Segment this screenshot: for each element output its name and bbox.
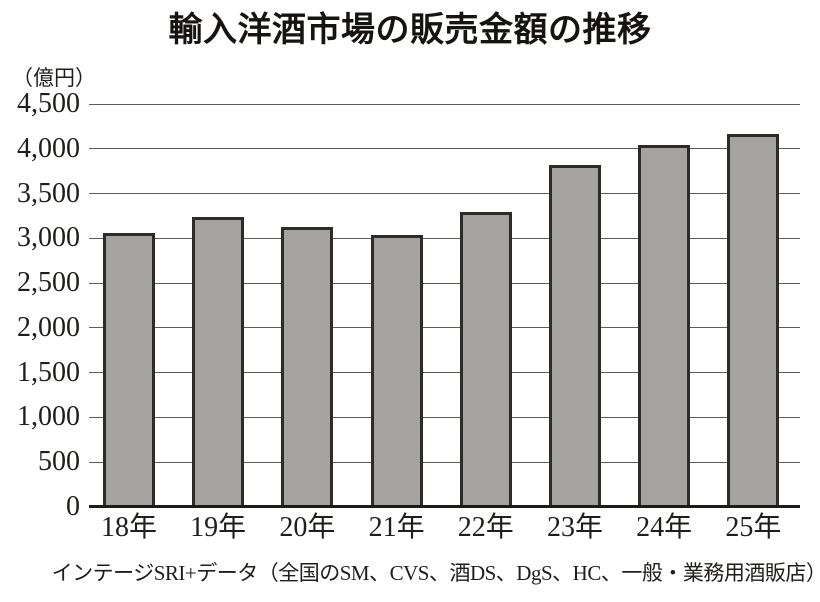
- x-axis-line: [89, 505, 800, 508]
- bar-22年: [459, 212, 512, 507]
- x-tick-label: 22年: [457, 512, 514, 543]
- plot-area: [89, 103, 800, 508]
- y-tick-label: 4,500: [17, 88, 80, 119]
- x-tick-label: 25年: [725, 512, 782, 543]
- source-note: インテージSRI+データ（全国のSM、CVS、酒DS、DgS、HC、一般・業務用…: [51, 561, 820, 585]
- bar-24年: [638, 145, 691, 507]
- gridline: [89, 327, 800, 329]
- gridline: [89, 237, 800, 239]
- x-tick-label: 21年: [368, 512, 425, 543]
- y-axis-unit-label: （億円）: [12, 66, 96, 90]
- y-tick-label: 1,500: [17, 356, 80, 388]
- bar-19年: [192, 216, 245, 507]
- bar-18年: [103, 232, 155, 507]
- y-tick-label: 2,000: [17, 311, 80, 343]
- x-tick-label: 19年: [190, 512, 247, 543]
- x-tick-label: 20年: [279, 512, 336, 543]
- gridline: [89, 372, 800, 374]
- gridline: [89, 461, 800, 463]
- x-tick-label: 18年: [100, 512, 158, 543]
- y-tick-label: 2,500: [17, 267, 80, 299]
- x-tick-label: 24年: [636, 512, 693, 543]
- gridline: [89, 416, 800, 418]
- y-tick-label: 500: [38, 446, 80, 478]
- bar-21年: [370, 234, 423, 507]
- y-tick-label: 3,000: [17, 222, 80, 254]
- y-axis-tick-labels: 0 500 1,000 1,500 2,000 2,500 3,000 3,500 4,000 4…: [0, 89, 80, 522]
- x-axis-tick-labels: 18年 19年 20年 21年 22年 23年 24年 25年: [89, 512, 800, 546]
- y-tick-label: 4,000: [17, 132, 80, 164]
- bar-23年: [549, 164, 601, 507]
- y-tick-label: 3,500: [17, 177, 80, 209]
- y-tick-label: 0: [66, 491, 80, 522]
- gridline: [89, 282, 800, 284]
- x-tick-label: 23年: [546, 512, 604, 543]
- gridline: [89, 148, 800, 150]
- gridline: [89, 193, 800, 195]
- chart-title: 輸入洋酒市場の販売金額の推移: [168, 11, 652, 49]
- y-tick-label: 1,000: [17, 401, 80, 433]
- bar-25年: [727, 133, 780, 507]
- gridline: [89, 103, 800, 105]
- bar-20年: [281, 226, 334, 507]
